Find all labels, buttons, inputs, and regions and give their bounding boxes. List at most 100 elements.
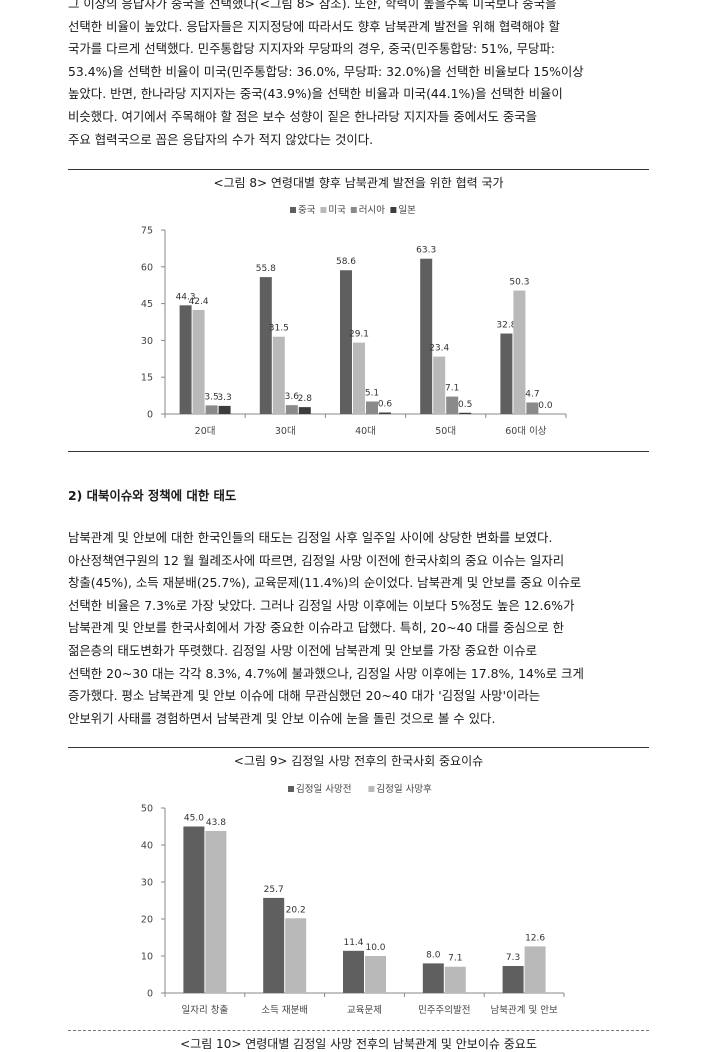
legend-swatch (290, 207, 296, 213)
legend-label: 중국 (298, 205, 316, 216)
legend-label: 김정일 사망전 (296, 783, 351, 795)
body-line: 선택한 비율은 7.3%로 가장 낮았다. 그러나 김정일 사망 이후에는 이보… (68, 597, 575, 613)
legend-label: 김정일 사망후 (376, 783, 432, 795)
bar (526, 402, 539, 414)
data-label: 3.6 (285, 392, 300, 402)
figure9-chart: 김정일 사망전 김정일 사망후 0 10 20 30 40 50 45.0 43.8 일자리 창출 2… (141, 783, 565, 1016)
body-line: 남북관계 및 안보에 대한 한국인들의 태도는 김정일 사후 일주일 사이에 상… (68, 530, 553, 545)
data-label: 23.4 (429, 344, 449, 354)
intro-line: 국가를 다르게 선택했다. 민주통합당 지지자와 무당파의 경우, 중국(민주통… (68, 41, 555, 57)
intro-paragraph: 그 이상의 응답자가 중국을 선택했다(<그림 8> 참조). 또한, 학력이 … (68, 0, 652, 151)
bar (179, 305, 192, 414)
body-paragraph: 남북관계 및 안보에 대한 한국인들의 태도는 김정일 사후 일주일 사이에 상… (68, 527, 652, 730)
intro-line: 높았다. 반면, 한나라당 지지자는 중국(43.9%)을 선택한 비율과 미국… (68, 86, 563, 102)
legend-swatch (350, 207, 357, 213)
y-tick-label: 60 (141, 262, 153, 273)
data-label: 45.0 (184, 814, 204, 824)
x-tick-label: 소득 재분배 (261, 1005, 308, 1016)
y-tick-label: 30 (141, 336, 153, 347)
body-line: 증가했다. 평소 남북관계 및 안보 이슈에 대해 무관심했던 20~40 대가… (68, 688, 541, 704)
legend-swatch (390, 207, 397, 213)
legend-label: 러시아 (359, 205, 385, 216)
data-label: 0.0 (538, 401, 553, 411)
x-tick-label: 60대 이상 (505, 426, 547, 437)
data-label: 42.4 (189, 297, 209, 307)
data-label: 0.5 (458, 400, 472, 410)
y-tick-label: 40 (141, 841, 153, 852)
y-tick-label: 15 (141, 373, 153, 384)
data-label: 32.8 (496, 321, 516, 331)
data-label: 44.3 (176, 292, 196, 302)
data-label: 4.7 (525, 389, 539, 399)
bar (259, 277, 272, 414)
bar (340, 270, 352, 414)
body-line: 남북관계 및 안보를 한국사회에서 가장 중요한 이슈라고 답했다. 특히, 2… (68, 620, 565, 636)
bar (353, 342, 365, 414)
body-line: 젊은층의 태도변화가 뚜렷했다. 김정일 사망 이전에 남북관계 및 안보를 가… (68, 642, 538, 658)
intro-line: 비슷했다. 여기에서 주목해야 할 점은 보수 성향이 짙은 한나라당 지지자들… (68, 108, 538, 124)
bar (379, 412, 391, 414)
x-tick-label: 일자리 창출 (182, 1005, 229, 1016)
data-label: 2.8 (298, 394, 313, 404)
data-label: 25.7 (264, 885, 284, 895)
figure8-caption: <그림 8> 연령대별 향후 남북관계 발전을 위한 협력 국가 (213, 176, 504, 190)
bar (513, 290, 526, 414)
bar (444, 966, 466, 993)
y-tick-label: 30 (141, 878, 153, 889)
x-tick-label: 30대 (275, 426, 296, 437)
y-tick-label: 20 (141, 915, 153, 926)
bar (205, 405, 218, 414)
bar (343, 950, 364, 993)
figure10-top-rule (68, 1030, 649, 1031)
data-label: 58.6 (336, 257, 356, 267)
bar (285, 918, 307, 993)
bar (433, 356, 446, 414)
legend-swatch (320, 207, 327, 213)
bar (500, 333, 513, 414)
figure9-caption: <그림 9> 김정일 사망 전후의 한국사회 중요이슈 (233, 754, 484, 768)
y-tick-label: 45 (141, 299, 153, 310)
data-label: 55.8 (256, 264, 276, 274)
bar (365, 956, 386, 993)
data-label: 10.0 (365, 943, 385, 953)
bar (285, 405, 298, 414)
data-label: 7.1 (448, 954, 462, 964)
data-label: 20.2 (286, 905, 306, 915)
bar (366, 401, 378, 414)
y-tick-label: 0 (147, 989, 153, 1000)
body-line: 아산정책연구원의 12 월 월례조사에 따르면, 김정일 사망 이전에 한국사회… (68, 552, 565, 568)
data-label: 0.6 (378, 400, 393, 410)
intro-line: 선택한 비율이 높았다. 응답자들은 지지정당에 따라서도 향후 남북관계 발전… (68, 18, 560, 34)
data-label: 11.4 (343, 938, 363, 948)
data-label: 3.3 (217, 393, 231, 403)
section-heading: 2) 대북이슈와 정책에 대한 태도 (68, 488, 237, 503)
data-label: 5.1 (365, 388, 379, 398)
x-tick-label: 50대 (435, 426, 456, 437)
y-tick-label: 10 (141, 952, 153, 963)
bar (205, 830, 227, 993)
y-tick-label: 75 (141, 226, 153, 237)
x-tick-label: 교육문제 (347, 1005, 382, 1016)
data-label: 7.3 (506, 953, 520, 963)
data-label: 43.8 (206, 818, 226, 828)
legend-swatch (288, 786, 294, 792)
bar (459, 412, 472, 414)
data-label: 8.0 (426, 950, 441, 960)
body-line: 안보위기 사태를 경험하면서 남북관계 및 안보 이슈에 눈을 돌린 것으로 볼… (68, 710, 496, 726)
bar (272, 336, 285, 414)
data-label: 12.6 (525, 933, 545, 943)
body-line: 선택한 20~30 대는 각각 8.3%, 4.7%에 불과했으나, 김정일 사… (68, 665, 584, 681)
x-tick-label: 민주주의발전 (418, 1005, 470, 1016)
data-label: 7.1 (445, 384, 459, 394)
data-label: 29.1 (349, 330, 369, 340)
bar (422, 963, 444, 993)
data-label: 63.3 (416, 246, 436, 256)
figure8-top-rule (68, 169, 649, 170)
intro-line: 주요 협력국으로 꼽은 응답자의 수가 적지 않았다는 것이다. (68, 131, 374, 147)
body-line: 창출(45%), 소득 재분배(25.7%), 교육문제(11.4%)의 순이었… (68, 575, 582, 591)
x-tick-label: 남북관계 및 안보 (490, 1004, 557, 1016)
figure9-top-rule (68, 747, 649, 748)
bar (502, 965, 524, 993)
y-tick-label: 0 (147, 410, 153, 421)
data-label: 3.5 (204, 392, 218, 402)
